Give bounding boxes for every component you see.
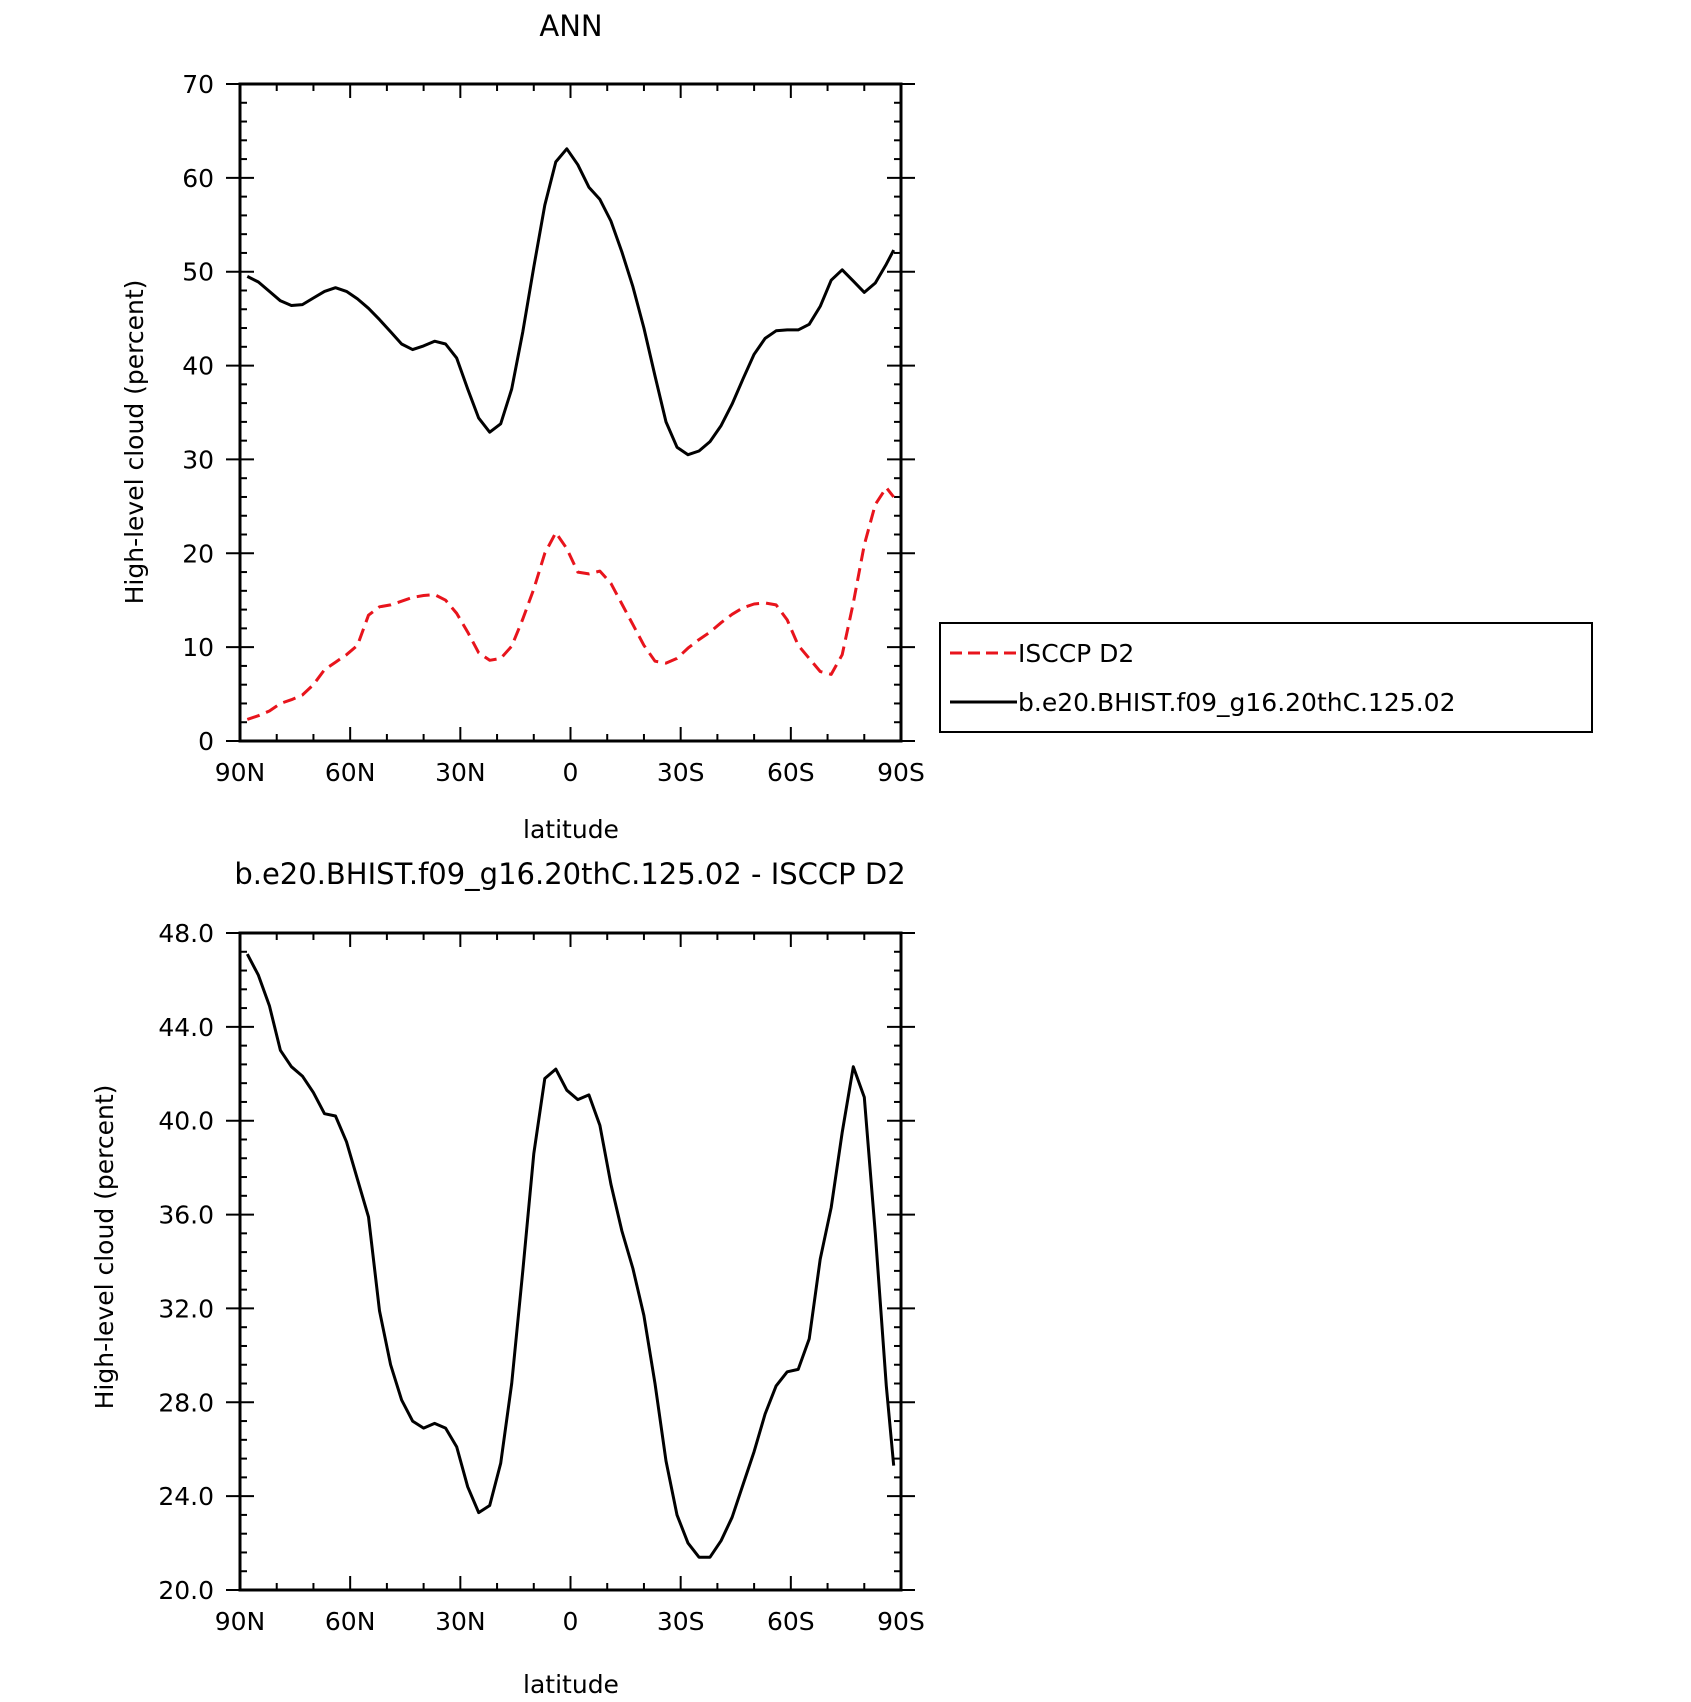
y-tick-label: 40: [182, 352, 214, 381]
x-tick-label: 60S: [767, 758, 815, 787]
x-tick-label: 90S: [877, 1607, 925, 1636]
y-tick-label: 24.0: [158, 1482, 214, 1511]
legend: ISCCP D2 b.e20.BHIST.f09_g16.20thC.125.0…: [939, 622, 1593, 733]
legend-box: [939, 622, 1593, 733]
x-tick-label: 90S: [877, 758, 925, 787]
top-chart-x-axis-label: latitude: [523, 815, 619, 844]
x-tick-label: 60S: [767, 1607, 815, 1636]
bottom-chart-frame: [238, 931, 903, 1592]
x-tick-label: 0: [563, 758, 579, 787]
top-chart-ticks: 90N 60N 30N 0 30S 60S 90S 0 10 20 30 40 50 60 70: [182, 70, 925, 787]
top-chart-frame: [238, 82, 903, 743]
bottom-chart-x-axis-label: latitude: [523, 1670, 619, 1699]
bottom-chart: b.e20.BHIST.f09_g16.20thC.125.02 - ISCCP…: [90, 857, 925, 1699]
x-tick-label: 30N: [435, 1607, 486, 1636]
legend-label-model: b.e20.BHIST.f09_g16.20thC.125.02: [1018, 688, 1455, 717]
top-chart-series-line-1: [246, 147, 896, 457]
top-chart-title: ANN: [539, 9, 602, 43]
y-tick-label: 44.0: [158, 1013, 214, 1042]
legend-label-isccp: ISCCP D2: [1018, 639, 1134, 668]
x-tick-label: 30N: [435, 758, 486, 787]
top-chart: ANN latitude High-level cloud (percent) …: [120, 9, 925, 844]
y-tick-label: 10: [182, 633, 214, 662]
bottom-chart-ticks: 90N 60N 30N 0 30S 60S 90S 20.0 24.0 28.0 32.0 36.0 4…: [158, 919, 925, 1636]
y-tick-label: 36.0: [158, 1201, 214, 1230]
y-tick-label: 50: [182, 258, 214, 287]
y-tick-label: 70: [182, 70, 214, 99]
top-chart-series: [246, 147, 896, 721]
y-tick-label: 40.0: [158, 1107, 214, 1136]
y-tick-label: 30: [182, 445, 214, 474]
x-tick-label: 90N: [215, 1607, 266, 1636]
bottom-chart-y-axis-label: High-level cloud (percent): [90, 1085, 119, 1410]
bottom-chart-series: [245, 953, 896, 1559]
x-tick-label: 60N: [325, 1607, 376, 1636]
y-tick-label: 20: [182, 539, 214, 568]
y-tick-label: 28.0: [158, 1388, 214, 1417]
x-tick-label: 30S: [657, 758, 705, 787]
x-tick-label: 60N: [325, 758, 376, 787]
bottom-chart-series-line-0: [245, 953, 896, 1559]
y-tick-label: 0: [198, 727, 214, 756]
top-chart-y-axis-label: High-level cloud (percent): [120, 280, 149, 605]
top-chart-series-line-0: [246, 486, 895, 721]
y-tick-label: 48.0: [158, 919, 214, 948]
x-tick-label: 0: [563, 1607, 579, 1636]
x-tick-label: 90N: [215, 758, 266, 787]
x-tick-label: 30S: [657, 1607, 705, 1636]
bottom-chart-title: b.e20.BHIST.f09_g16.20thC.125.02 - ISCCP…: [234, 857, 905, 891]
y-tick-label: 60: [182, 164, 214, 193]
y-tick-label: 32.0: [158, 1294, 214, 1323]
y-tick-label: 20.0: [158, 1576, 214, 1605]
